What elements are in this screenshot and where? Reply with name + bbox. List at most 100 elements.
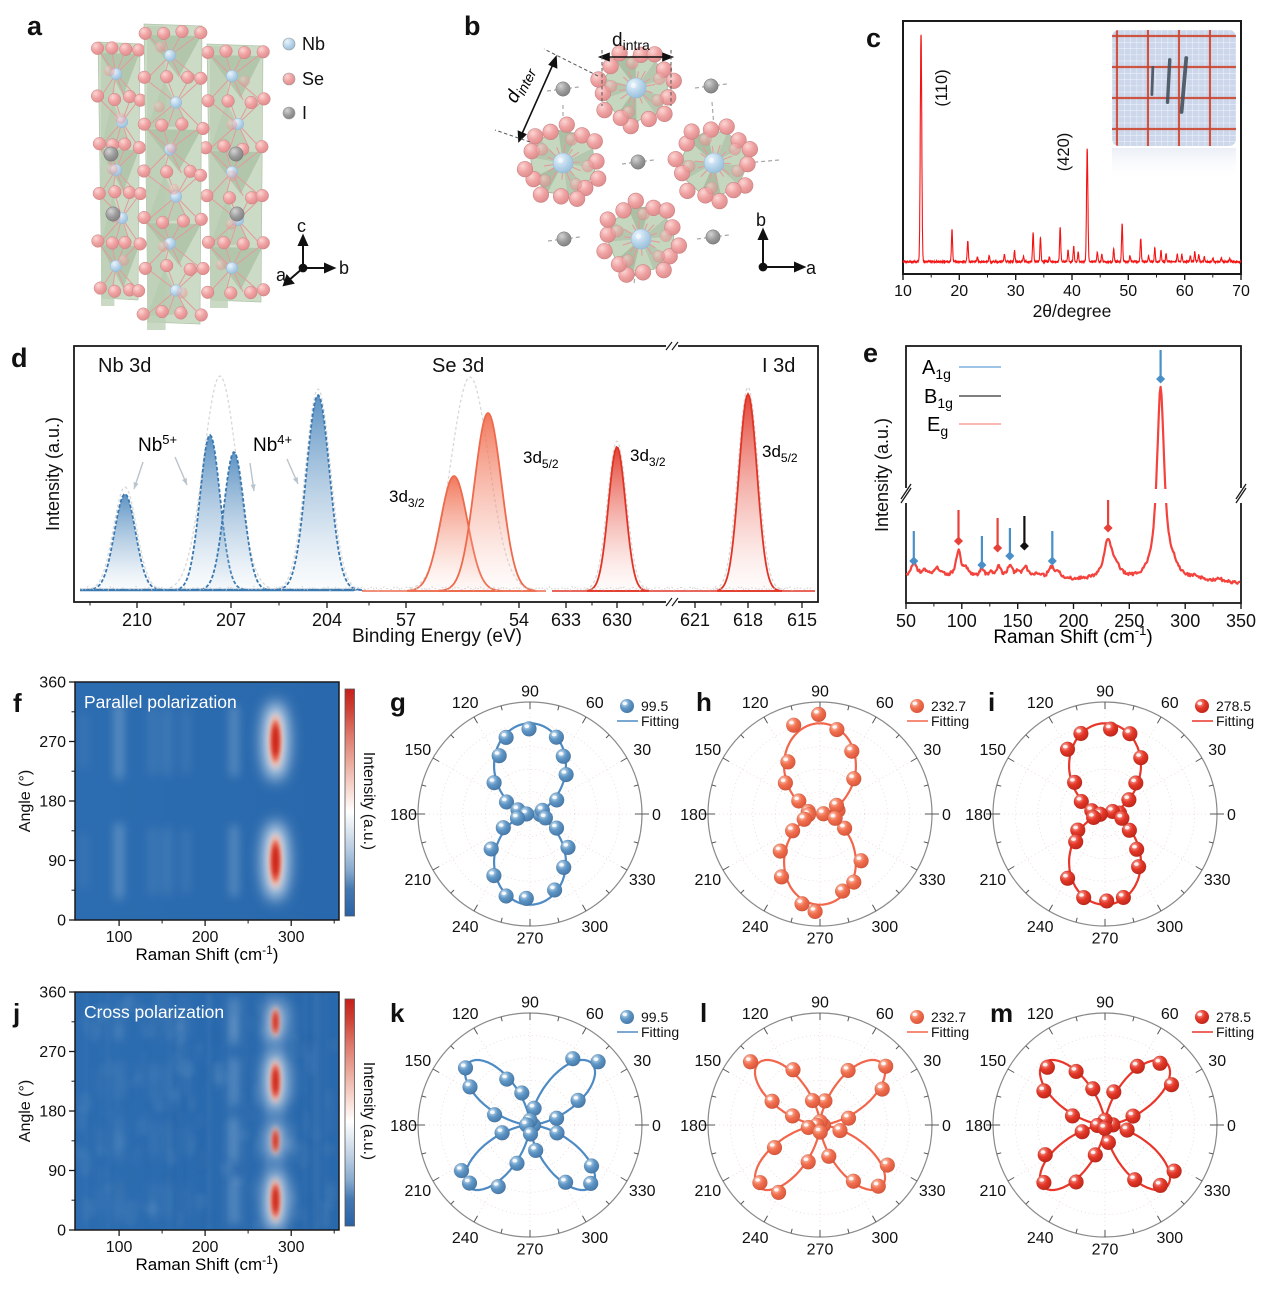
svg-text:210: 210 <box>694 872 721 889</box>
svg-text:240: 240 <box>742 1230 769 1247</box>
svg-text:210: 210 <box>694 1183 721 1200</box>
svg-text:54: 54 <box>509 610 529 630</box>
svg-text:a: a <box>806 258 817 278</box>
svg-text:100: 100 <box>947 611 977 631</box>
svg-text:20: 20 <box>950 283 968 300</box>
svg-text:207: 207 <box>216 610 246 630</box>
svg-text:210: 210 <box>404 872 431 889</box>
svg-text:240: 240 <box>742 919 769 936</box>
svg-text:150: 150 <box>404 742 431 759</box>
svg-text:180: 180 <box>965 1118 992 1135</box>
svg-text:30: 30 <box>923 742 941 759</box>
svg-text:180: 180 <box>680 1118 707 1135</box>
svg-text:270: 270 <box>1092 1242 1119 1259</box>
svg-text:m: m <box>990 998 1013 1028</box>
svg-text:40: 40 <box>1063 283 1081 300</box>
svg-text:Raman Shift (cm-1): Raman Shift (cm-1) <box>993 623 1152 648</box>
svg-text:90: 90 <box>811 995 829 1012</box>
svg-text:232.7: 232.7 <box>931 698 966 714</box>
svg-text:240: 240 <box>452 919 479 936</box>
svg-text:150: 150 <box>694 1053 721 1070</box>
svg-text:210: 210 <box>979 1183 1006 1200</box>
svg-text:d: d <box>11 343 28 373</box>
svg-text:Binding Energy (eV): Binding Energy (eV) <box>352 626 522 647</box>
svg-text:0: 0 <box>1227 1118 1236 1135</box>
svg-text:621: 621 <box>680 610 710 630</box>
svg-text:240: 240 <box>452 1230 479 1247</box>
svg-text:(420): (420) <box>1055 133 1073 172</box>
svg-text:10: 10 <box>894 283 912 300</box>
svg-text:210: 210 <box>979 872 1006 889</box>
svg-text:70: 70 <box>1232 283 1250 300</box>
svg-text:150: 150 <box>979 742 1006 759</box>
svg-text:330: 330 <box>629 872 656 889</box>
svg-text:0: 0 <box>942 807 951 824</box>
svg-text:100: 100 <box>106 1239 133 1256</box>
svg-text:60: 60 <box>1161 695 1179 712</box>
svg-text:633: 633 <box>551 610 581 630</box>
svg-text:300: 300 <box>278 1239 305 1256</box>
svg-text:k: k <box>390 998 405 1028</box>
svg-text:350: 350 <box>1226 611 1256 631</box>
svg-text:3d3/2: 3d3/2 <box>630 446 666 469</box>
svg-text:30: 30 <box>1208 742 1226 759</box>
svg-text:b: b <box>339 258 349 278</box>
svg-text:618: 618 <box>733 610 763 630</box>
svg-text:270: 270 <box>517 1242 544 1259</box>
svg-text:0: 0 <box>57 1223 66 1240</box>
svg-text:270: 270 <box>807 1242 834 1259</box>
svg-text:99.5: 99.5 <box>641 698 668 714</box>
svg-text:300: 300 <box>278 929 305 946</box>
svg-text:150: 150 <box>404 1053 431 1070</box>
svg-text:Intensity (a.u.): Intensity (a.u.) <box>43 417 63 531</box>
svg-text:Intensity (a.u.): Intensity (a.u.) <box>872 418 892 532</box>
svg-text:Nb5+: Nb5+ <box>138 432 177 456</box>
svg-text:90: 90 <box>1096 684 1114 701</box>
svg-text:278.5: 278.5 <box>1216 1009 1251 1025</box>
svg-text:150: 150 <box>1003 611 1033 631</box>
svg-text:99.5: 99.5 <box>641 1009 668 1025</box>
svg-text:60: 60 <box>876 695 894 712</box>
svg-text:2θ/degree: 2θ/degree <box>1033 301 1112 321</box>
svg-text:l: l <box>700 998 707 1028</box>
svg-text:240: 240 <box>1027 1230 1054 1247</box>
svg-text:0: 0 <box>652 1118 661 1135</box>
svg-text:330: 330 <box>629 1183 656 1200</box>
svg-text:Se: Se <box>302 69 324 89</box>
svg-text:Fitting: Fitting <box>931 713 969 729</box>
svg-text:180: 180 <box>39 794 66 811</box>
svg-text:330: 330 <box>1204 872 1231 889</box>
svg-text:30: 30 <box>633 742 651 759</box>
svg-text:210: 210 <box>122 610 152 630</box>
svg-text:Fitting: Fitting <box>1216 713 1254 729</box>
svg-text:j: j <box>12 998 20 1028</box>
svg-text:330: 330 <box>919 872 946 889</box>
svg-text:0: 0 <box>942 1118 951 1135</box>
svg-text:270: 270 <box>807 931 834 948</box>
svg-text:330: 330 <box>919 1183 946 1200</box>
svg-text:Nb: Nb <box>302 34 325 54</box>
svg-text:30: 30 <box>633 1053 651 1070</box>
svg-text:120: 120 <box>1027 695 1054 712</box>
svg-text:60: 60 <box>1161 1006 1179 1023</box>
svg-text:270: 270 <box>1092 931 1119 948</box>
svg-text:57: 57 <box>396 610 416 630</box>
svg-text:90: 90 <box>811 684 829 701</box>
svg-text:i: i <box>988 687 995 717</box>
svg-text:232.7: 232.7 <box>931 1009 966 1025</box>
svg-text:h: h <box>696 687 712 717</box>
svg-text:c: c <box>866 23 881 53</box>
svg-text:100: 100 <box>106 929 133 946</box>
svg-text:30: 30 <box>923 1053 941 1070</box>
svg-text:300: 300 <box>871 919 898 936</box>
svg-text:90: 90 <box>521 995 539 1012</box>
svg-text:90: 90 <box>48 1163 66 1180</box>
svg-text:f: f <box>13 688 22 718</box>
svg-text:278.5: 278.5 <box>1216 698 1251 714</box>
svg-text:I: I <box>302 103 307 123</box>
svg-text:dinter: dinter <box>502 62 540 107</box>
svg-text:630: 630 <box>602 610 632 630</box>
svg-text:300: 300 <box>581 1230 608 1247</box>
svg-text:60: 60 <box>1176 283 1194 300</box>
svg-text:300: 300 <box>1156 919 1183 936</box>
